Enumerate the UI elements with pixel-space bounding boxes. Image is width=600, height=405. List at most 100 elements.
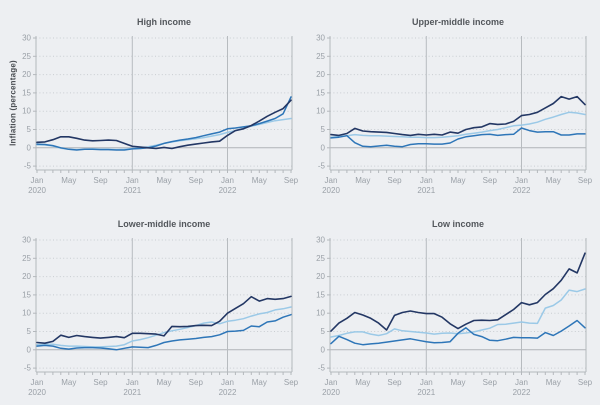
series-line-medium-blue [36, 96, 292, 151]
y-tick-label: 15 [22, 290, 31, 299]
y-tick-label: -5 [24, 162, 32, 171]
y-tick-label: 10 [316, 309, 325, 318]
y-tick-label: 15 [316, 290, 325, 299]
x-tick-year-label: 2022 [513, 388, 531, 397]
x-tick-label: Sep [483, 378, 498, 387]
x-tick-label: May [61, 176, 76, 185]
y-tick-label: 5 [27, 327, 32, 336]
x-tick-year-label: 2022 [219, 186, 237, 195]
x-tick-label: Jan [515, 176, 528, 185]
x-tick-year-label: 2020 [28, 186, 46, 195]
y-tick-label: 20 [316, 272, 325, 281]
y-tick-label: 30 [22, 236, 31, 245]
chart-title-lower-middle-income: Lower-middle income [117, 219, 211, 229]
series-line-light-blue [330, 288, 586, 338]
y-tick-label: -5 [24, 364, 32, 373]
x-tick-label: Jan [221, 378, 234, 387]
y-tick-label: 5 [27, 125, 32, 134]
x-tick-year-label: 2021 [417, 388, 435, 397]
y-tick-label: 10 [22, 107, 31, 116]
x-tick-label: Jan [31, 378, 44, 387]
x-tick-label: May [450, 176, 465, 185]
x-tick-label: Sep [578, 378, 593, 387]
y-tick-label: 25 [316, 254, 325, 263]
x-tick-label: May [546, 176, 561, 185]
y-tick-label: -5 [318, 364, 326, 373]
series-line-light-blue [36, 306, 292, 348]
x-tick-label: May [61, 378, 76, 387]
x-tick-label: Jan [126, 176, 139, 185]
series-line-medium-blue [330, 127, 586, 148]
y-tick-label: 30 [316, 34, 325, 43]
y-tick-label: 15 [22, 88, 31, 97]
x-tick-label: Sep [387, 176, 402, 185]
y-tick-label: 20 [22, 70, 31, 79]
x-tick-label: Sep [93, 378, 108, 387]
x-tick-year-label: 2021 [417, 186, 435, 195]
x-tick-label: Sep [578, 176, 593, 185]
x-tick-label: May [355, 378, 370, 387]
y-tick-label: 0 [27, 143, 32, 152]
x-tick-label: Jan [515, 378, 528, 387]
x-tick-year-label: 2022 [513, 186, 531, 195]
x-tick-label: Sep [483, 176, 498, 185]
x-tick-label: Jan [420, 378, 433, 387]
x-tick-year-label: 2021 [123, 388, 141, 397]
y-tick-label: 30 [316, 236, 325, 245]
y-tick-label: -5 [318, 162, 326, 171]
series-line-dark-navy [330, 252, 586, 332]
series-line-medium-blue [330, 319, 586, 346]
y-tick-label: 10 [22, 309, 31, 318]
x-tick-label: Jan [221, 176, 234, 185]
y-tick-label: 0 [321, 143, 326, 152]
series-line-light-blue [330, 111, 586, 139]
y-tick-label: 25 [22, 52, 31, 61]
x-tick-label: May [252, 176, 267, 185]
y-tick-label: 5 [321, 125, 326, 134]
x-tick-label: Jan [325, 378, 338, 387]
x-tick-label: Jan [420, 176, 433, 185]
x-tick-label: May [156, 176, 171, 185]
x-tick-label: Sep [93, 176, 108, 185]
chart-title-upper-middle-income: Upper-middle income [411, 17, 505, 27]
x-tick-label: Jan [126, 378, 139, 387]
x-tick-label: Sep [387, 378, 402, 387]
x-tick-label: May [156, 378, 171, 387]
x-tick-year-label: 2021 [123, 186, 141, 195]
x-tick-label: Sep [189, 176, 204, 185]
x-tick-label: May [355, 176, 370, 185]
y-tick-label: 5 [321, 327, 326, 336]
x-tick-year-label: 2020 [322, 388, 340, 397]
y-tick-label: 15 [316, 88, 325, 97]
chart-title-low-income: Low income [431, 219, 485, 229]
y-tick-label: 30 [22, 34, 31, 43]
y-tick-label: 20 [22, 272, 31, 281]
x-tick-label: Sep [189, 378, 204, 387]
x-tick-label: May [252, 378, 267, 387]
x-tick-label: Sep [284, 378, 299, 387]
series-line-dark-navy [330, 95, 586, 137]
y-tick-label: 0 [321, 345, 326, 354]
series-line-medium-blue [36, 313, 292, 351]
x-tick-label: May [546, 378, 561, 387]
y-axis-title: Inflation (percentage) [8, 60, 18, 146]
y-tick-label: 0 [27, 345, 32, 354]
x-tick-label: Jan [31, 176, 44, 185]
x-tick-year-label: 2020 [322, 186, 340, 195]
series-line-dark-navy [36, 295, 292, 345]
chart-title-high-income: High income [136, 17, 192, 27]
y-tick-label: 25 [22, 254, 31, 263]
series-line-light-blue [36, 117, 292, 151]
x-tick-label: Jan [325, 176, 338, 185]
x-tick-year-label: 2020 [28, 388, 46, 397]
series-line-dark-navy [36, 99, 292, 150]
y-tick-label: 20 [316, 70, 325, 79]
x-tick-label: Sep [284, 176, 299, 185]
x-tick-year-label: 2022 [219, 388, 237, 397]
